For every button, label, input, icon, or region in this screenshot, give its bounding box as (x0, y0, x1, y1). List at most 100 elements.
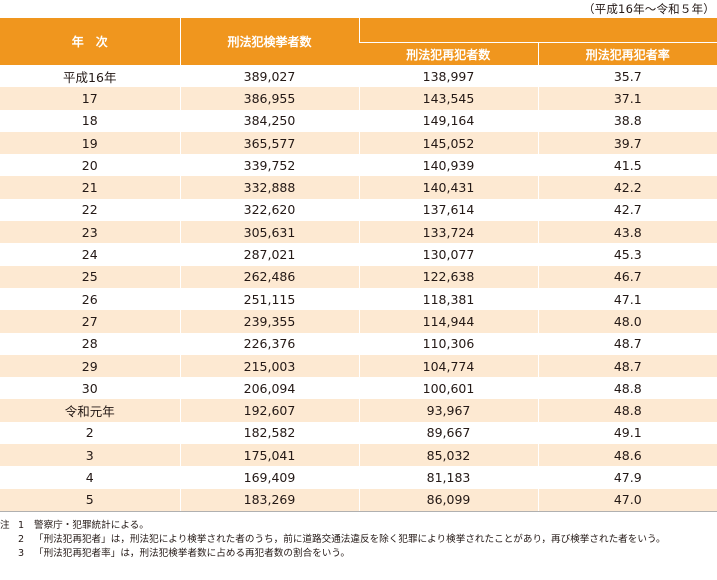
header-repeat: 刑法犯再犯者数 (359, 42, 538, 65)
cell-repeat: 138,997 (358, 65, 538, 88)
note-item: 注 1 警察庁・犯罪統計による。 (0, 519, 717, 533)
cell-year: 25 (0, 265, 180, 288)
cell-rate: 35.7 (537, 65, 717, 88)
table-row: 26 251,115 118,381 47.1 (0, 287, 717, 311)
cell-rate: 43.8 (537, 221, 717, 244)
table-header-row: 年 次 刑法犯検挙者数 (0, 18, 717, 65)
header-rate: 刑法犯再犯者率 (537, 42, 717, 65)
cell-rate: 47.9 (537, 466, 717, 489)
cell-repeat: 81,183 (358, 466, 538, 489)
cell-year: 19 (0, 131, 180, 155)
cell-rate: 42.2 (537, 176, 717, 199)
table-row: 25 262,486 122,638 46.7 (0, 265, 717, 288)
cell-arrested: 386,955 (179, 87, 359, 110)
cell-arrested: 182,582 (179, 421, 359, 445)
cell-arrested: 192,607 (179, 399, 359, 422)
cell-repeat: 89,667 (358, 421, 538, 445)
cell-rate: 45.3 (537, 243, 717, 266)
cell-repeat: 149,164 (358, 109, 538, 132)
cell-arrested: 332,888 (179, 176, 359, 199)
header-arrested: 刑法犯検挙者数 (179, 18, 359, 65)
cell-year: 令和元年 (0, 399, 180, 422)
table-row: 20 339,752 140,939 41.5 (0, 154, 717, 177)
cell-repeat: 145,052 (358, 131, 538, 155)
cell-arrested: 287,021 (179, 243, 359, 266)
cell-repeat: 130,077 (358, 243, 538, 266)
table-row: 28 226,376 110,306 48.7 (0, 332, 717, 355)
cell-rate: 48.0 (537, 310, 717, 333)
note-number: 2 (18, 534, 25, 545)
cell-rate: 48.7 (537, 332, 717, 355)
cell-year: 5 (0, 488, 180, 512)
cell-repeat: 100,601 (358, 377, 538, 400)
notes: 注 1 警察庁・犯罪統計による。 2 「刑法犯再犯者」は，刑法犯により検挙された… (0, 519, 717, 561)
cell-repeat: 118,381 (358, 287, 538, 311)
cell-rate: 38.8 (537, 109, 717, 132)
cell-arrested: 183,269 (179, 488, 359, 512)
cell-arrested: 226,376 (179, 332, 359, 355)
cell-repeat: 122,638 (358, 265, 538, 288)
cell-year: 3 (0, 444, 180, 467)
cell-year: 28 (0, 332, 180, 355)
table-subheader-row: 刑法犯再犯者数 刑法犯再犯者率 (0, 42, 717, 65)
cell-year: 17 (0, 87, 180, 110)
cell-rate: 39.7 (537, 131, 717, 155)
cell-arrested: 262,486 (179, 265, 359, 288)
header-blank (358, 18, 717, 43)
notes-label: 注 (0, 520, 10, 531)
cell-year: 平成16年 (0, 65, 180, 88)
table-row: 17 386,955 143,545 37.1 (0, 87, 717, 110)
cell-year: 24 (0, 243, 180, 266)
cell-arrested: 251,115 (179, 287, 359, 311)
cell-year: 18 (0, 109, 180, 132)
period-label: （平成16年〜令和５年） (582, 2, 715, 16)
header-year: 年 次 (0, 18, 180, 65)
cell-year: 30 (0, 377, 180, 400)
cell-rate: 47.1 (537, 287, 717, 311)
table-row: 21 332,888 140,431 42.2 (0, 176, 717, 199)
cell-rate: 47.0 (537, 488, 717, 512)
table-row: 2 182,582 89,667 49.1 (0, 421, 717, 445)
cell-year: 20 (0, 154, 180, 177)
cell-repeat: 133,724 (358, 221, 538, 244)
cell-repeat: 104,774 (358, 354, 538, 378)
cell-arrested: 215,003 (179, 354, 359, 378)
note-text: 警察庁・犯罪統計による。 (34, 520, 149, 531)
cell-year: 21 (0, 176, 180, 199)
table-row: 24 287,021 130,077 45.3 (0, 243, 717, 266)
table-row: 4 169,409 81,183 47.9 (0, 466, 717, 489)
cell-rate: 46.7 (537, 265, 717, 288)
cell-rate: 49.1 (537, 421, 717, 445)
note-text: 「刑法犯再犯者」は，刑法犯により検挙された者のうち，前に道路交通法違反を除く犯罪… (34, 534, 666, 545)
cell-repeat: 110,306 (358, 332, 538, 355)
cell-arrested: 305,631 (179, 221, 359, 244)
table-row: 令和元年 192,607 93,967 48.8 (0, 399, 717, 422)
cell-arrested: 389,027 (179, 65, 359, 88)
cell-rate: 37.1 (537, 87, 717, 110)
table-row: 5 183,269 86,099 47.0 (0, 488, 717, 512)
cell-arrested: 206,094 (179, 377, 359, 400)
cell-arrested: 365,577 (179, 131, 359, 155)
table-row: 22 322,620 137,614 42.7 (0, 198, 717, 222)
note-item: 3 「刑法犯再犯者率」は，刑法犯検挙者数に占める再犯者数の割合をいう。 (0, 547, 717, 561)
cell-rate: 42.7 (537, 198, 717, 222)
cell-rate: 48.8 (537, 399, 717, 422)
table-row: 30 206,094 100,601 48.8 (0, 377, 717, 400)
table-row: 23 305,631 133,724 43.8 (0, 221, 717, 244)
table-body: 平成16年 389,027 138,997 35.7 17 386,955 143,545 3… (0, 65, 717, 512)
cell-arrested: 169,409 (179, 466, 359, 489)
note-number: 3 (18, 548, 25, 559)
cell-year: 4 (0, 466, 180, 489)
table-row: 3 175,041 85,032 48.6 (0, 444, 717, 467)
cell-repeat: 137,614 (358, 198, 538, 222)
cell-arrested: 339,752 (179, 154, 359, 177)
cell-year: 23 (0, 221, 180, 244)
cell-rate: 48.8 (537, 377, 717, 400)
cell-repeat: 93,967 (358, 399, 538, 422)
cell-repeat: 114,944 (358, 310, 538, 333)
cell-year: 26 (0, 287, 180, 311)
recidivism-table: 年 次 刑法犯検挙者数 刑法犯再犯者数 刑法犯再犯者率 平成16年 389,027… (0, 18, 717, 512)
cell-repeat: 143,545 (358, 87, 538, 110)
table-row: 29 215,003 104,774 48.7 (0, 354, 717, 378)
cell-repeat: 86,099 (358, 488, 538, 512)
